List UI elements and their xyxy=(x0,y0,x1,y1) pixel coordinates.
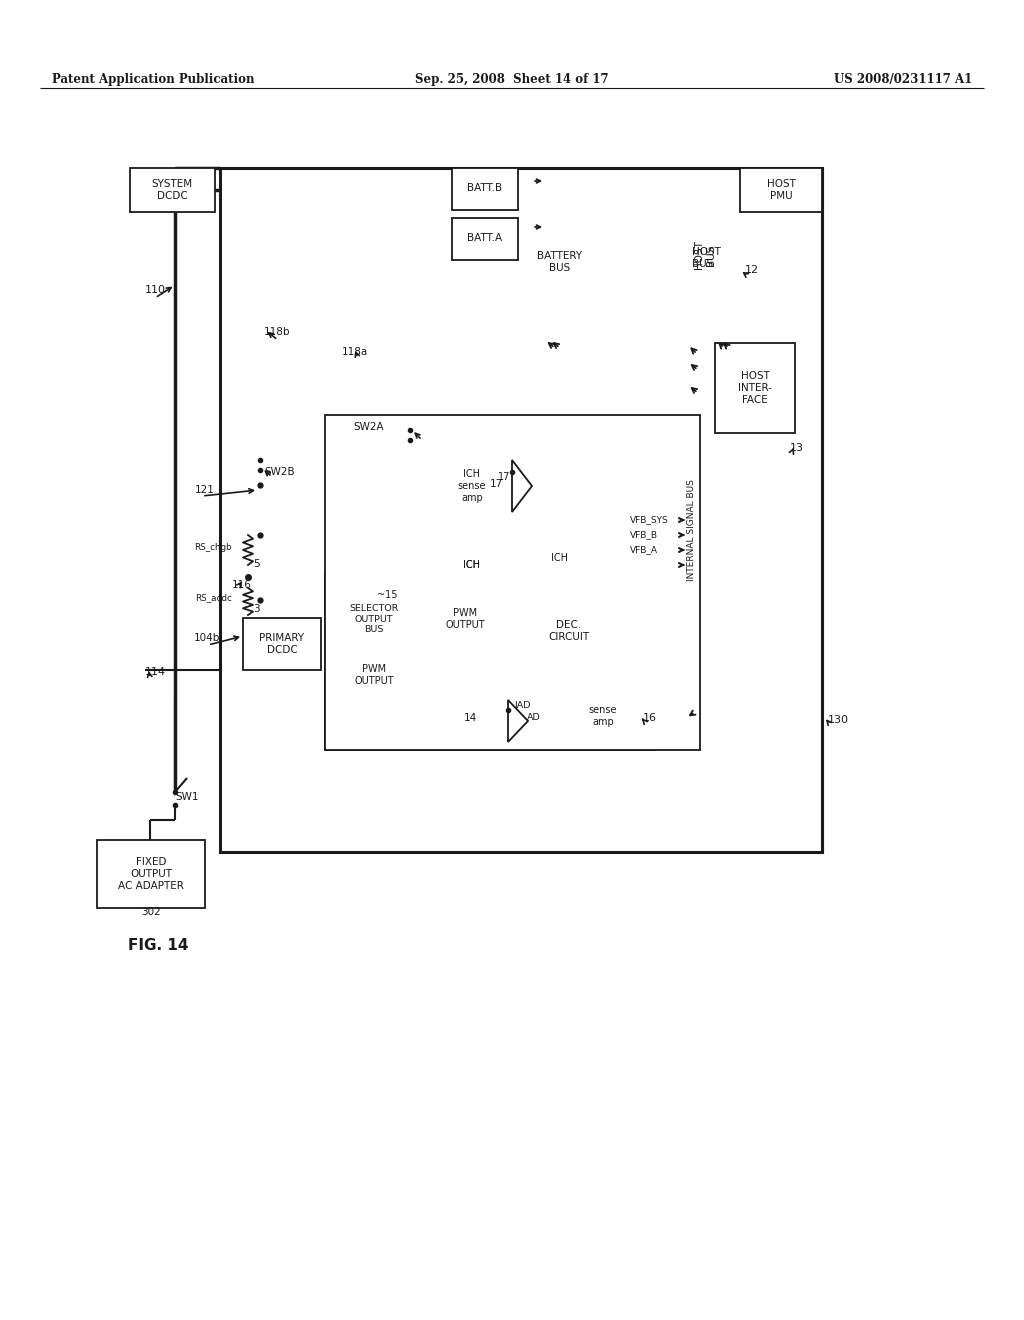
Text: BATT.B: BATT.B xyxy=(467,183,503,193)
Text: BATTERY
BUS: BATTERY BUS xyxy=(538,251,583,273)
Text: 12: 12 xyxy=(745,265,759,275)
Text: 130: 130 xyxy=(828,715,849,725)
Bar xyxy=(426,587,504,649)
Text: VFB_A: VFB_A xyxy=(630,545,658,554)
Text: PWM
OUTPUT: PWM OUTPUT xyxy=(354,664,394,686)
Bar xyxy=(715,343,795,433)
Bar xyxy=(452,218,518,260)
Bar xyxy=(220,168,822,851)
Text: PWM
OUTPUT: PWM OUTPUT xyxy=(445,609,484,630)
Bar xyxy=(328,587,420,649)
Bar xyxy=(432,459,512,512)
Text: HOST
INTER-
FACE: HOST INTER- FACE xyxy=(738,371,772,405)
Text: SW1: SW1 xyxy=(175,792,199,803)
Bar xyxy=(510,576,628,686)
Text: PRIMARY
DCDC: PRIMARY DCDC xyxy=(259,634,304,655)
Text: ~15: ~15 xyxy=(378,590,398,601)
Text: SW2A: SW2A xyxy=(353,422,384,432)
Text: ICH: ICH xyxy=(464,560,480,570)
Text: 17: 17 xyxy=(498,473,510,482)
Text: INTERNAL SIGNAL BUS: INTERNAL SIGNAL BUS xyxy=(687,479,696,581)
Text: HOST
PMU: HOST PMU xyxy=(767,180,796,201)
Text: DEC.
CIRCUIT: DEC. CIRCUIT xyxy=(549,620,590,642)
Bar xyxy=(558,692,648,741)
Text: ICH: ICH xyxy=(464,560,480,570)
Text: US 2008/0231117 A1: US 2008/0231117 A1 xyxy=(834,73,972,86)
Bar xyxy=(325,572,655,750)
Bar xyxy=(243,618,321,671)
Text: 5: 5 xyxy=(253,558,260,569)
Text: BATT.A: BATT.A xyxy=(467,234,503,243)
Text: SELECTOR
OUTPUT
BUS: SELECTOR OUTPUT BUS xyxy=(349,605,398,634)
Text: RS_acdc: RS_acdc xyxy=(196,594,232,602)
Text: 13: 13 xyxy=(790,444,804,453)
Text: 3: 3 xyxy=(253,605,260,614)
Text: 121: 121 xyxy=(195,484,215,495)
Text: FIG. 14: FIG. 14 xyxy=(128,937,188,953)
Text: VFB_B: VFB_B xyxy=(630,531,658,540)
Bar xyxy=(130,168,215,213)
Text: sense
amp: sense amp xyxy=(589,705,617,727)
Text: IAD: IAD xyxy=(514,701,530,710)
Text: Sep. 25, 2008  Sheet 14 of 17: Sep. 25, 2008 Sheet 14 of 17 xyxy=(415,73,609,86)
Text: HOST
BUS: HOST BUS xyxy=(694,240,716,269)
Bar xyxy=(452,168,518,210)
Text: ICH
sense
amp: ICH sense amp xyxy=(458,470,486,503)
Text: 104b: 104b xyxy=(194,634,220,643)
Bar xyxy=(325,414,700,750)
Text: 118b: 118b xyxy=(264,327,291,337)
Text: 17: 17 xyxy=(489,479,503,488)
Text: AD: AD xyxy=(527,714,541,722)
Text: 16: 16 xyxy=(643,713,657,723)
Text: SYSTEM
DCDC: SYSTEM DCDC xyxy=(152,180,193,201)
Text: SW2B: SW2B xyxy=(264,467,295,477)
Text: 302: 302 xyxy=(141,907,161,917)
Text: FIXED
OUTPUT
AC ADAPTER: FIXED OUTPUT AC ADAPTER xyxy=(118,858,184,891)
Text: ICH: ICH xyxy=(552,553,568,564)
Bar xyxy=(97,840,205,908)
Text: 116: 116 xyxy=(232,579,252,590)
Text: RS_chgb: RS_chgb xyxy=(195,544,232,553)
Text: 110: 110 xyxy=(145,285,166,294)
Text: Patent Application Publication: Patent Application Publication xyxy=(52,73,255,86)
Text: 118a: 118a xyxy=(342,347,369,356)
Bar xyxy=(740,168,822,213)
Text: HOST
BUS: HOST BUS xyxy=(692,247,721,269)
Text: 114: 114 xyxy=(145,667,166,677)
Bar xyxy=(328,655,420,696)
Text: 14: 14 xyxy=(464,713,476,723)
Text: VFB_SYS: VFB_SYS xyxy=(630,516,669,524)
